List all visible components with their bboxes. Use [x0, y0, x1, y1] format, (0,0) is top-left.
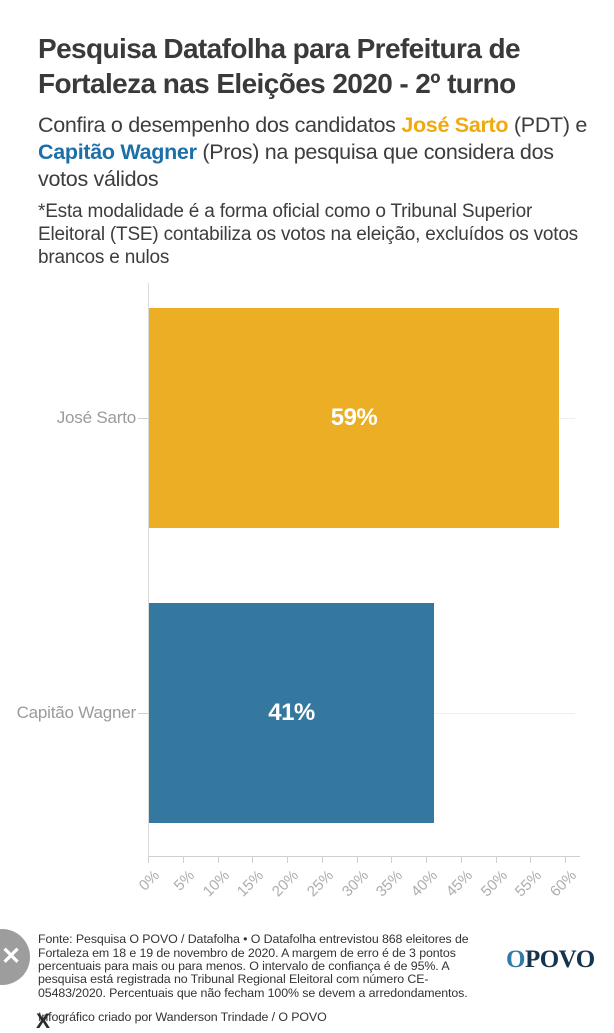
x-axis-tick — [391, 856, 393, 863]
x-axis-tick — [321, 856, 323, 863]
x-axis-tick — [182, 856, 184, 863]
x-axis-tick — [356, 856, 358, 863]
subtitle-lead: Confira o desempenho dos candidatos — [38, 112, 402, 137]
category-label: Capitão Wagner — [16, 703, 137, 722]
credit-text: Infográfico criado por Wanderson Trindad… — [38, 1010, 327, 1025]
data-bar: 41% — [149, 603, 434, 823]
x-axis-tick — [426, 856, 427, 863]
x-axis-tick-label: 55% — [512, 867, 546, 901]
y-axis-tick — [138, 418, 148, 419]
x-axis-line — [148, 856, 580, 857]
source-text: Fonte: Pesquisa O POVO / Datafolha • O D… — [38, 932, 469, 1000]
x-axis-tick-label: 40% — [407, 867, 442, 901]
opovo-logo-o: O — [506, 946, 525, 973]
x-axis-tick-label: 30% — [338, 867, 372, 901]
data-bar: 59% — [149, 308, 559, 528]
y-axis-tick — [138, 713, 148, 714]
x-axis-tick — [460, 856, 462, 863]
x-axis-tick — [217, 856, 219, 863]
x-axis-tick-label: 45% — [442, 867, 476, 901]
opovo-logo-povo: POVO — [524, 946, 595, 973]
x-axis-tick-label: 35% — [373, 867, 407, 901]
x-icon: ✕ — [0, 943, 22, 970]
x-axis-tick-label: 10% — [199, 867, 233, 901]
x-axis-tick-label: 25% — [303, 867, 337, 901]
bar-value-label: 59% — [330, 404, 378, 431]
chart-title: Pesquisa Datafolha para Prefeitura de Fo… — [38, 32, 521, 100]
x-social-icon-partial[interactable]: X — [36, 1010, 51, 1033]
x-axis-tick-label: 20% — [268, 867, 303, 901]
subtitle-after2: (Pros) na pesquisa que considera dos vot… — [38, 139, 554, 192]
x-axis-tick-label: 0% — [135, 867, 164, 895]
bar-value-label: 41% — [268, 699, 315, 726]
opovo-logo: OPOVO — [506, 946, 595, 974]
x-axis-tick-label: 5% — [170, 867, 198, 895]
candidate-wagner-name: Capitão Wagner — [38, 139, 197, 164]
x-axis-tick — [287, 856, 288, 863]
category-label: José Sarto — [56, 408, 136, 427]
x-axis-tick — [252, 856, 254, 863]
x-axis-tick-label: 15% — [234, 867, 268, 901]
chart-subtitle: Confira o desempenho dos candidatos José… — [38, 112, 594, 194]
x-axis-tick — [148, 856, 149, 863]
x-axis-tick — [565, 856, 566, 863]
candidate-sarto-name: José Sarto — [401, 112, 509, 137]
x-axis-tick-label: 60% — [546, 867, 581, 901]
subtitle-after1: (PDT) e — [508, 112, 588, 137]
methodology-note: *Esta modalidade é a forma oficial como … — [38, 201, 578, 269]
y-axis-line — [148, 283, 149, 856]
x-axis-tick — [530, 856, 532, 863]
x-axis-tick-label: 50% — [477, 867, 511, 901]
x-axis-tick — [495, 856, 497, 863]
